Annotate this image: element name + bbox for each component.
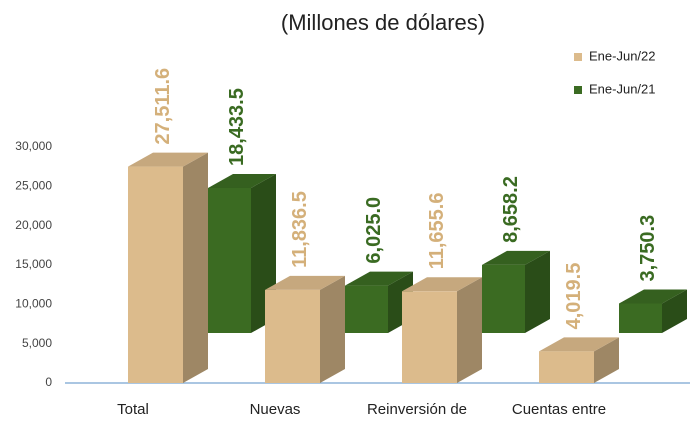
bar <box>619 303 662 333</box>
bar-side <box>525 250 550 333</box>
y-tick-label: 15,000 <box>15 257 52 271</box>
legend-swatch <box>574 86 582 94</box>
y-tick-label: 0 <box>45 375 52 389</box>
bar <box>208 187 251 333</box>
x-tick-label: Cuentas entre <box>512 401 606 418</box>
bar-top <box>539 337 619 352</box>
bar-top <box>128 152 208 167</box>
value-label: 4,019.5 <box>563 263 585 330</box>
legend-swatch <box>574 53 582 61</box>
value-label: 18,433.5 <box>226 88 248 166</box>
value-label: 11,836.5 <box>289 191 311 268</box>
bar <box>128 166 183 383</box>
value-label: 3,750.3 <box>637 215 659 282</box>
bar-top <box>345 271 413 286</box>
x-tick-label: Nuevas <box>250 401 301 418</box>
bar-top <box>619 289 687 304</box>
value-label: 6,025.0 <box>363 197 385 264</box>
bar <box>539 351 594 383</box>
bar <box>265 289 320 383</box>
bar-top <box>402 277 482 292</box>
y-tick-label: 10,000 <box>15 297 52 311</box>
y-tick-label: 25,000 <box>15 179 52 193</box>
bar-side <box>662 289 687 333</box>
y-tick-label: 30,000 <box>15 139 52 153</box>
value-label: 11,655.6 <box>426 193 448 270</box>
y-tick-label: 5,000 <box>22 336 52 350</box>
bar <box>345 285 388 333</box>
bar-side <box>320 275 345 383</box>
value-label: 8,658.2 <box>500 176 522 243</box>
bar-top <box>208 173 276 188</box>
legend-label: Ene-Jun/22 <box>589 48 656 63</box>
bar-side <box>183 152 208 383</box>
bar <box>402 291 457 383</box>
bar <box>482 264 525 333</box>
legend-label: Ene-Jun/21 <box>589 81 656 96</box>
bar-side <box>594 337 619 383</box>
bar-top <box>482 250 550 265</box>
x-tick-label: Total <box>117 401 149 418</box>
bar-top <box>265 275 345 290</box>
bar-side <box>457 277 482 383</box>
y-tick-label: 20,000 <box>15 218 52 232</box>
value-label: 27,511.6 <box>152 68 174 145</box>
chart-title: (Millones de dólares) <box>281 10 485 35</box>
x-tick-label: Reinversión de <box>367 401 467 418</box>
